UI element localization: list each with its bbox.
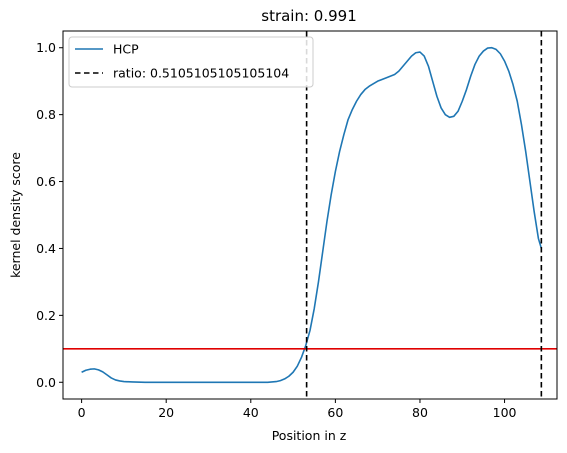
- x-axis-label: Position in z: [272, 428, 347, 443]
- y-axis: 0.0 0.2 0.4 0.6 0.8 1.0: [36, 40, 63, 390]
- x-tick-label: 60: [327, 405, 343, 420]
- x-tick-label: 20: [158, 405, 174, 420]
- y-tick-label: 0.4: [36, 241, 56, 256]
- y-axis-label: kernel density score: [8, 152, 23, 278]
- chart-title: strain: 0.991: [261, 7, 357, 25]
- x-axis: 0 20 40 60 80 100: [78, 399, 517, 420]
- axes-frame: [62, 30, 558, 400]
- x-tick-label: 0: [78, 405, 86, 420]
- legend-box: [68, 36, 314, 88]
- series-line-hcp: [81, 46, 543, 384]
- y-tick-label: 1.0: [36, 40, 56, 55]
- y-tick-label: 0.6: [36, 174, 56, 189]
- y-tick-label: 0.8: [36, 107, 56, 122]
- x-tick-label: 80: [412, 405, 428, 420]
- x-tick-label: 100: [493, 405, 517, 420]
- x-tick-label: 40: [243, 405, 259, 420]
- legend: HCP ratio: 0.5105105105105104: [68, 36, 314, 88]
- plot-area: [63, 31, 557, 399]
- legend-label-hcp: HCP: [113, 42, 139, 57]
- y-tick-label: 0.0: [36, 375, 56, 390]
- legend-label-ratio: ratio: 0.5105105105105104: [113, 66, 289, 81]
- y-tick-label: 0.2: [36, 308, 56, 323]
